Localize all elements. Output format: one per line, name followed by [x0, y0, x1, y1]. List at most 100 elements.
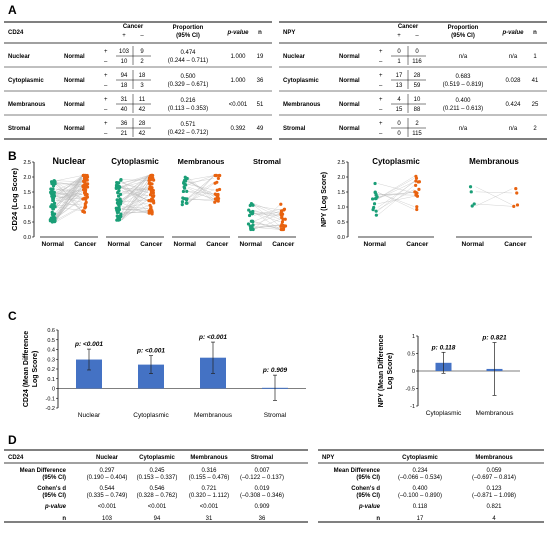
table-a-npy-proportion-ci: (0.519 – 0.819) [443, 82, 484, 88]
scatter-cd24-nuclear-point-normal [51, 213, 54, 216]
table-a-npy-cell: 0 [397, 49, 401, 55]
scatter-npy-membranous-point-normal [470, 190, 473, 193]
scatter-npy-cytoplasmic-point-normal [375, 210, 378, 213]
bar-cd24-y-tick-label: -0.1 [46, 396, 55, 402]
scatter-cd24-stromal-point-cancer [284, 218, 287, 221]
scatter-cd24-nuclear-point-normal [49, 218, 52, 221]
bar-cd24-category-label: Cytoplasmic [133, 412, 169, 419]
table-a-cd24-proportion: 0.571 [180, 122, 196, 128]
table-d-npy-row-label: Cohen's d [351, 486, 380, 492]
table-a-cd24-row-site: Stromal [8, 126, 31, 132]
scatter-cd24-stromal-point-cancer [280, 211, 283, 214]
table-d-npy-row-label: p-value [358, 504, 381, 510]
table-a-cd24-proportion-label: Proportion [173, 25, 204, 31]
table-d-npy-cell-value: 0.059 [486, 468, 502, 474]
cd24-scatter-y-tick-label: 1.5 [23, 190, 31, 196]
scatter-cd24-membranous-point-normal [185, 197, 188, 200]
npy-scatter-ylabel: NPY (Log Score) [321, 172, 328, 227]
scatter-npy-membranous-title: Membranous [469, 157, 519, 166]
table-a-cd24-pvalue: 0.392 [230, 126, 246, 132]
scatter-cd24-nuclear-point-normal [51, 199, 54, 202]
scatter-cd24-membranous-point-cancer [215, 181, 218, 184]
scatter-npy-membranous-point-normal [473, 202, 476, 205]
scatter-cd24-membranous-point-cancer [218, 174, 221, 177]
table-d-cd24-cell-value: 0.721 [201, 486, 217, 492]
table-a-npy-row-minus: – [379, 131, 383, 137]
table-d-npy-col-header: Membranous [475, 455, 513, 461]
bar-npy-category-label: Membranous [476, 410, 515, 417]
table-d-cd24-marker-label: CD24 [8, 455, 24, 461]
table-a-cd24-cell: 10 [121, 59, 128, 65]
scatter-cd24-nuclear-point-normal [51, 188, 54, 191]
table-a-cd24-row-minus: – [104, 59, 108, 65]
scatter-cd24-membranous-title: Membranous [178, 157, 225, 166]
table-d-cd24-cell-value: 0.909 [254, 504, 270, 510]
bar-cd24-y-tick-label: 0.5 [47, 338, 55, 344]
scatter-cd24-nuclear-point-normal [49, 205, 52, 208]
scatter-cd24-cytoplasmic-point-normal [119, 193, 122, 196]
table-a-npy-proportion-label: Proportion [448, 25, 479, 31]
scatter-cd24-cytoplasmic-xlabel-normal: Normal [108, 241, 131, 248]
scatter-npy-membranous-pair-line [476, 192, 513, 193]
table-a-cd24-n: 49 [257, 126, 264, 132]
table-d-npy-cell-value: 0.234 [412, 468, 428, 474]
scatter-cd24-cytoplasmic-xlabel-cancer: Cancer [140, 241, 163, 248]
table-a-cd24-cell: 3 [140, 83, 144, 89]
table-a-npy-row-site: Membranous [283, 102, 321, 108]
bar-cd24-p-label: p: <0.001 [198, 334, 227, 341]
scatter-cd24-membranous-point-normal [182, 190, 185, 193]
table-d-cd24-cell-ci: (0.155 – 0.476) [189, 475, 230, 481]
table-d-cd24-cell-value: 0.007 [254, 468, 270, 474]
table-d-cd24-cell-value: <0.001 [98, 504, 117, 510]
table-a-npy-row-normal: Normal [339, 78, 360, 84]
scatter-cd24-stromal-title: Stromal [253, 157, 281, 166]
table-a-npy-row-normal: Normal [339, 54, 360, 60]
table-a-cd24-marker-label: CD24 [8, 30, 24, 36]
table-a-npy-ci-label: (95% CI) [451, 33, 475, 39]
scatter-cd24-cytoplasmic-point-cancer [148, 204, 151, 207]
npy-scatter-y-tick-label: 0.5 [337, 220, 345, 226]
npy-scatter-y-tick-label: 2.5 [337, 160, 345, 166]
table-a-npy-row-minus: – [379, 107, 383, 113]
scatter-cd24-cytoplasmic-point-cancer [151, 198, 154, 201]
table-a-npy-n: 41 [532, 78, 539, 84]
scatter-npy-cytoplasmic-point-normal [374, 197, 377, 200]
scatter-npy-membranous-point-cancer [515, 191, 518, 194]
table-d-cd24-cell-ci: (0.190 – 0.404) [87, 475, 128, 481]
scatter-npy-membranous-point-cancer [514, 187, 517, 190]
bar-npy-y-tick-label: -1 [410, 404, 415, 410]
scatter-cd24-membranous-point-cancer [217, 197, 220, 200]
table-a-cd24-row-minus: – [104, 83, 108, 89]
table-a-npy-pvalue: n/a [509, 126, 518, 132]
panel-letter-b: B [8, 149, 17, 163]
scatter-npy-cytoplasmic-pair-line [378, 196, 415, 203]
scatter-cd24-membranous-point-normal [185, 190, 188, 193]
table-a-npy-cell: 28 [414, 73, 421, 79]
table-a-cd24-row-minus: – [104, 131, 108, 137]
table-d-npy-cell-ci: (–0.066 – 0.534) [398, 475, 442, 481]
table-a-npy-cell: 1 [397, 59, 401, 65]
table-d-npy-col-header: Cytoplasmic [402, 455, 438, 461]
scatter-cd24-cytoplasmic-point-normal [116, 211, 119, 214]
table-a-cd24-pvalue: 1.000 [230, 78, 246, 84]
table-a-cd24-cell: 103 [119, 49, 130, 55]
scatter-cd24-membranous-point-cancer [216, 189, 219, 192]
table-a-cd24-row-plus: + [104, 121, 108, 127]
table-a-cd24-row-normal: Normal [64, 78, 85, 84]
cd24-scatter-y-tick-label: 0.0 [23, 235, 31, 241]
table-d-cd24-col-header: Stromal [251, 455, 274, 461]
scatter-npy-membranous-pair-line [476, 187, 513, 205]
table-d-npy-cell-ci: (–0.871 – 1.098) [472, 493, 516, 499]
scatter-cd24-nuclear-xlabel-normal: Normal [42, 241, 65, 248]
scatter-npy-cytoplasmic-point-cancer [417, 188, 420, 191]
scatter-cd24-nuclear-point-cancer [84, 178, 87, 181]
table-a-cd24-proportion-ci: (0.244 – 0.711) [168, 58, 208, 64]
scatter-cd24-membranous-point-normal [184, 183, 187, 186]
scatter-cd24-cytoplasmic-point-normal [119, 198, 122, 201]
bar-cd24-p-label: p: 0.909 [262, 367, 288, 374]
bar-cd24-category-label: Nuclear [78, 412, 101, 419]
table-a-npy-n: 25 [532, 102, 539, 108]
scatter-cd24-stromal-xlabel-cancer: Cancer [272, 241, 295, 248]
table-a-npy-pvalue: n/a [509, 54, 518, 60]
